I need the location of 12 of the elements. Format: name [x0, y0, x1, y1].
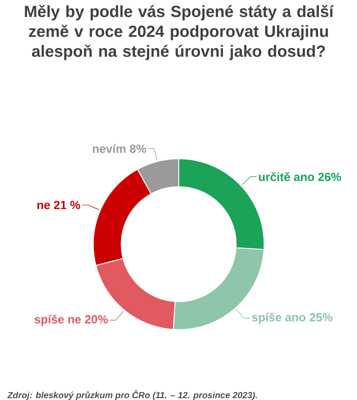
data-label: 8%	[130, 144, 146, 153]
chart-title: Měly by podle vás Spojené státy a další země v roce 2024 podporovat Ukrajinu alespoň na stejné úrovni jako dosud?	[24, 4, 334, 60]
data-label: 20%	[84, 315, 108, 324]
slice-label: určitě ano	[258, 172, 314, 182]
slice-label: spíše ano	[252, 312, 306, 324]
slice-label: nevím	[92, 144, 126, 153]
data-label: 21 %	[54, 200, 80, 210]
data-label: 26%	[318, 172, 341, 182]
slice-label: ne	[37, 202, 50, 210]
text: Zdroj: bleskový průzkum pro ČRo (11. – 12. prosince 2023).	[7, 390, 257, 400]
data-label: 25%	[309, 313, 332, 322]
slice-label: spíše ne	[34, 314, 81, 326]
